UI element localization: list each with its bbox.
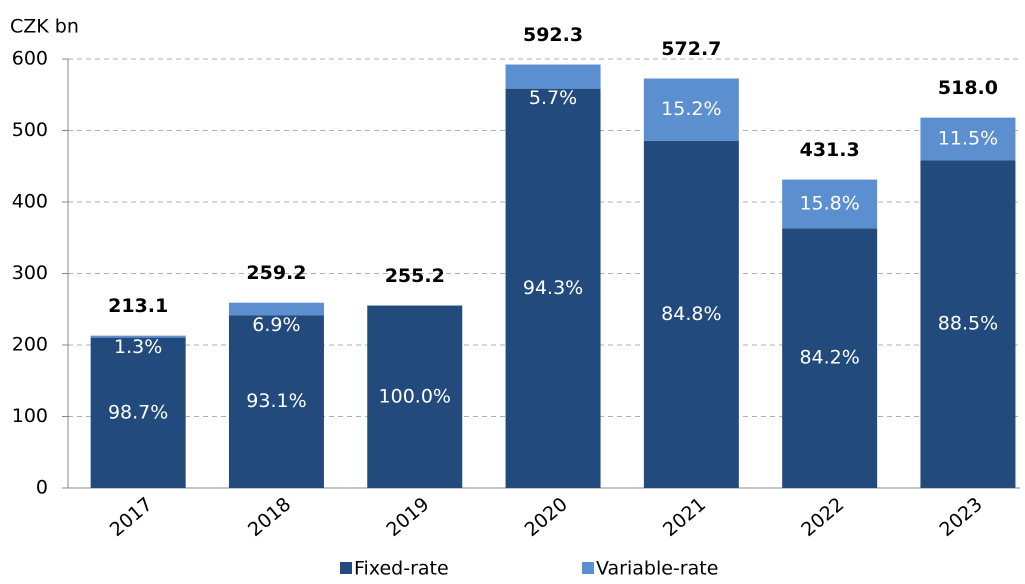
segment-label: 88.5% <box>938 313 998 335</box>
x-tick-label: 2020 <box>521 493 572 541</box>
y-tick-label: 200 <box>12 334 48 356</box>
x-tick-label: 2022 <box>797 493 848 541</box>
segment-label: 84.8% <box>661 303 721 325</box>
y-tick-label: 600 <box>12 48 48 70</box>
total-label: 431.3 <box>800 139 860 161</box>
total-label: 213.1 <box>108 295 168 317</box>
legend-label: Fixed-rate <box>354 558 449 580</box>
bar-segment <box>782 228 878 488</box>
bar-segment <box>90 335 186 338</box>
bar-segment <box>643 140 739 488</box>
bar-segment <box>643 78 739 141</box>
segment-label: 1.3% <box>114 336 162 358</box>
x-tick-label: 2019 <box>382 493 433 541</box>
legend-swatch <box>340 562 352 574</box>
bar-segment <box>228 315 324 488</box>
total-label: 572.7 <box>661 38 721 60</box>
y-tick-label: 0 <box>36 477 48 499</box>
x-tick-label: 2017 <box>106 493 157 541</box>
segment-label: 100.0% <box>379 385 451 407</box>
bar-segment <box>920 117 1016 161</box>
bar-segment <box>90 337 186 488</box>
y-axis-label: CZK bn <box>10 16 79 38</box>
legend-label: Variable-rate <box>596 558 718 580</box>
segment-label: 6.9% <box>252 314 300 336</box>
segment-label: 93.1% <box>246 390 306 412</box>
bar-segment <box>505 88 601 488</box>
total-label: 518.0 <box>938 77 998 99</box>
segment-label: 98.7% <box>108 401 168 423</box>
bar-segment <box>228 302 324 316</box>
segment-label: 5.7% <box>529 87 577 109</box>
segment-label: 84.2% <box>799 347 859 369</box>
x-tick-label: 2023 <box>936 493 987 541</box>
bar-segment <box>367 305 463 488</box>
x-tick-label: 2018 <box>244 493 295 541</box>
total-label: 592.3 <box>523 24 583 46</box>
segment-label: 11.5% <box>938 127 998 149</box>
y-tick-label: 300 <box>12 262 48 284</box>
segment-label: 15.8% <box>799 192 859 214</box>
y-tick-label: 100 <box>12 405 48 427</box>
y-tick-label: 500 <box>12 119 48 141</box>
bar-segment <box>920 160 1016 489</box>
bar-segment <box>505 64 601 89</box>
bar-segment <box>782 179 878 229</box>
x-tick-label: 2021 <box>659 493 710 541</box>
segment-label: 15.2% <box>661 98 721 120</box>
y-tick-label: 400 <box>12 191 48 213</box>
total-label: 255.2 <box>385 265 445 287</box>
total-label: 259.2 <box>246 262 306 284</box>
segment-label: 94.3% <box>523 277 583 299</box>
legend-swatch <box>582 562 594 574</box>
